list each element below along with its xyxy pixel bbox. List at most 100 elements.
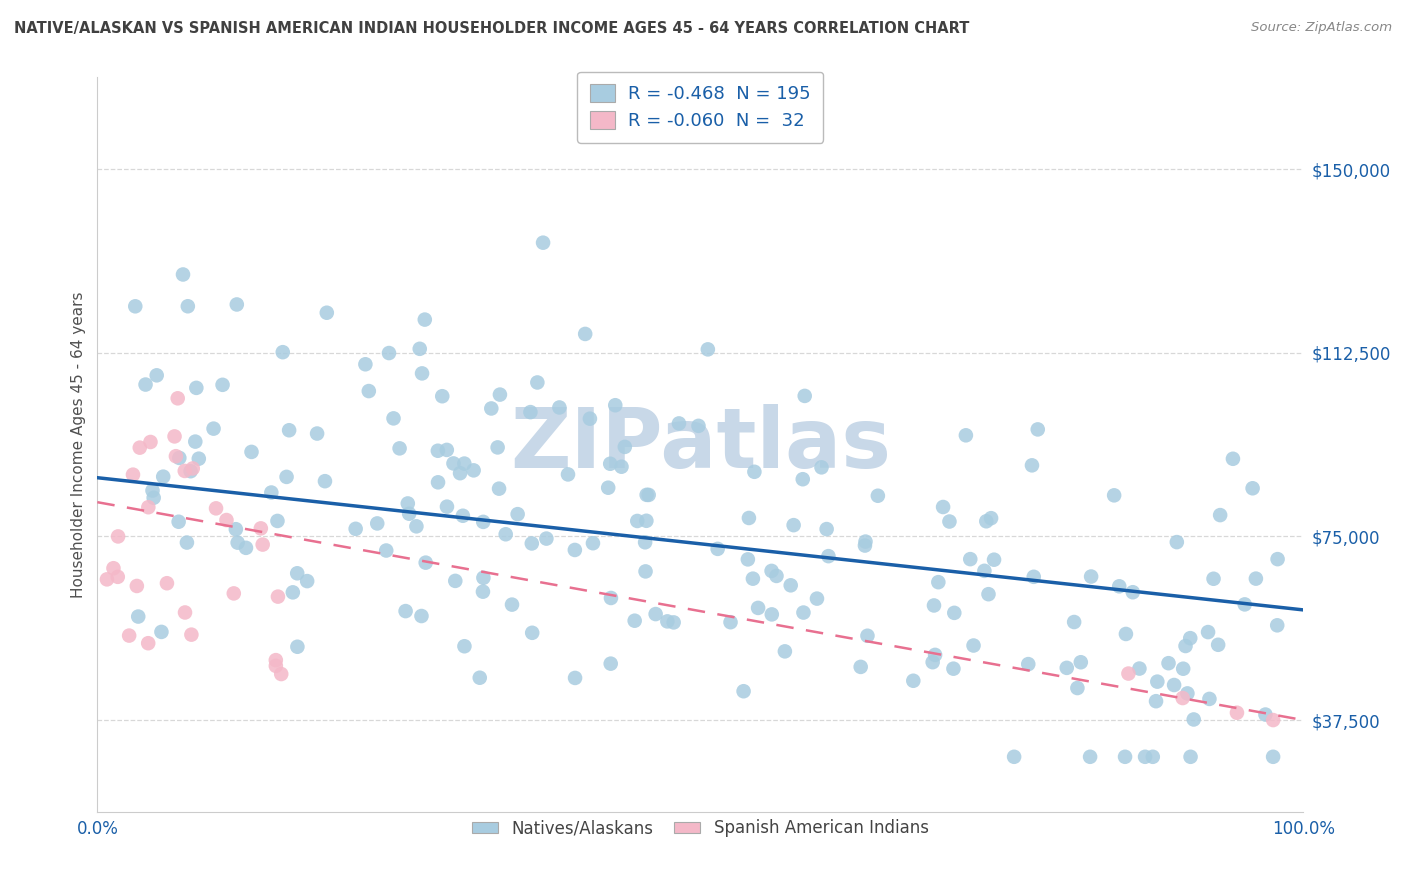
Point: [741, 572, 763, 586]
Point: [927, 575, 949, 590]
Point: [276, 470, 298, 484]
Point: [167, 515, 190, 529]
Point: [141, 483, 163, 498]
Point: [405, 519, 427, 533]
Point: [903, 673, 925, 688]
Point: [226, 535, 249, 549]
Point: [295, 574, 318, 588]
Point: [582, 536, 605, 550]
Point: [761, 607, 783, 622]
Point: [118, 629, 141, 643]
Point: [564, 543, 586, 558]
Point: [720, 615, 742, 630]
Point: [519, 405, 541, 419]
Point: [634, 565, 657, 579]
Point: [489, 387, 512, 401]
Point: [973, 564, 995, 578]
Point: [1263, 713, 1285, 727]
Point: [974, 514, 997, 528]
Point: [806, 591, 828, 606]
Point: [1026, 422, 1049, 436]
Point: [138, 500, 160, 515]
Point: [921, 655, 943, 669]
Point: [471, 584, 494, 599]
Point: [1209, 508, 1232, 522]
Point: [177, 299, 200, 313]
Point: [394, 604, 416, 618]
Point: [688, 418, 710, 433]
Point: [187, 451, 209, 466]
Point: [396, 496, 419, 510]
Point: [1102, 488, 1125, 502]
Point: [315, 306, 337, 320]
Point: [271, 345, 294, 359]
Point: [1180, 749, 1202, 764]
Point: [169, 450, 191, 465]
Point: [1078, 749, 1101, 764]
Point: [866, 489, 889, 503]
Point: [520, 536, 543, 550]
Point: [472, 571, 495, 585]
Point: [598, 481, 620, 495]
Point: [357, 384, 380, 398]
Point: [856, 629, 879, 643]
Point: [186, 381, 208, 395]
Point: [636, 514, 658, 528]
Point: [252, 538, 274, 552]
Point: [761, 564, 783, 578]
Point: [1157, 656, 1180, 670]
Point: [472, 515, 495, 529]
Point: [922, 599, 945, 613]
Point: [610, 459, 633, 474]
Point: [443, 457, 465, 471]
Point: [1128, 662, 1150, 676]
Point: [605, 398, 627, 412]
Point: [250, 521, 273, 535]
Point: [281, 585, 304, 599]
Text: Source: ZipAtlas.com: Source: ZipAtlas.com: [1251, 21, 1392, 34]
Point: [943, 606, 966, 620]
Point: [613, 440, 636, 454]
Point: [264, 658, 287, 673]
Point: [180, 464, 202, 478]
Point: [855, 534, 877, 549]
Point: [706, 541, 728, 556]
Point: [307, 426, 329, 441]
Point: [463, 463, 485, 477]
Point: [932, 500, 955, 514]
Point: [1142, 749, 1164, 764]
Point: [436, 442, 458, 457]
Point: [557, 467, 579, 482]
Point: [152, 469, 174, 483]
Point: [636, 488, 658, 502]
Point: [127, 609, 149, 624]
Point: [96, 573, 118, 587]
Point: [135, 377, 157, 392]
Point: [1206, 638, 1229, 652]
Point: [1146, 674, 1168, 689]
Point: [415, 556, 437, 570]
Point: [501, 598, 523, 612]
Point: [1197, 625, 1219, 640]
Point: [124, 299, 146, 313]
Point: [375, 543, 398, 558]
Legend: Natives/Alaskans, Spanish American Indians: Natives/Alaskans, Spanish American India…: [465, 813, 935, 844]
Point: [136, 636, 159, 650]
Point: [623, 614, 645, 628]
Point: [634, 535, 657, 549]
Point: [1174, 639, 1197, 653]
Point: [180, 627, 202, 641]
Point: [388, 442, 411, 456]
Point: [600, 591, 623, 605]
Point: [853, 539, 876, 553]
Point: [924, 648, 946, 662]
Point: [564, 671, 586, 685]
Point: [449, 466, 471, 480]
Point: [285, 566, 308, 581]
Point: [125, 579, 148, 593]
Point: [122, 467, 145, 482]
Point: [354, 357, 377, 371]
Point: [792, 606, 814, 620]
Point: [955, 428, 977, 442]
Point: [287, 640, 309, 654]
